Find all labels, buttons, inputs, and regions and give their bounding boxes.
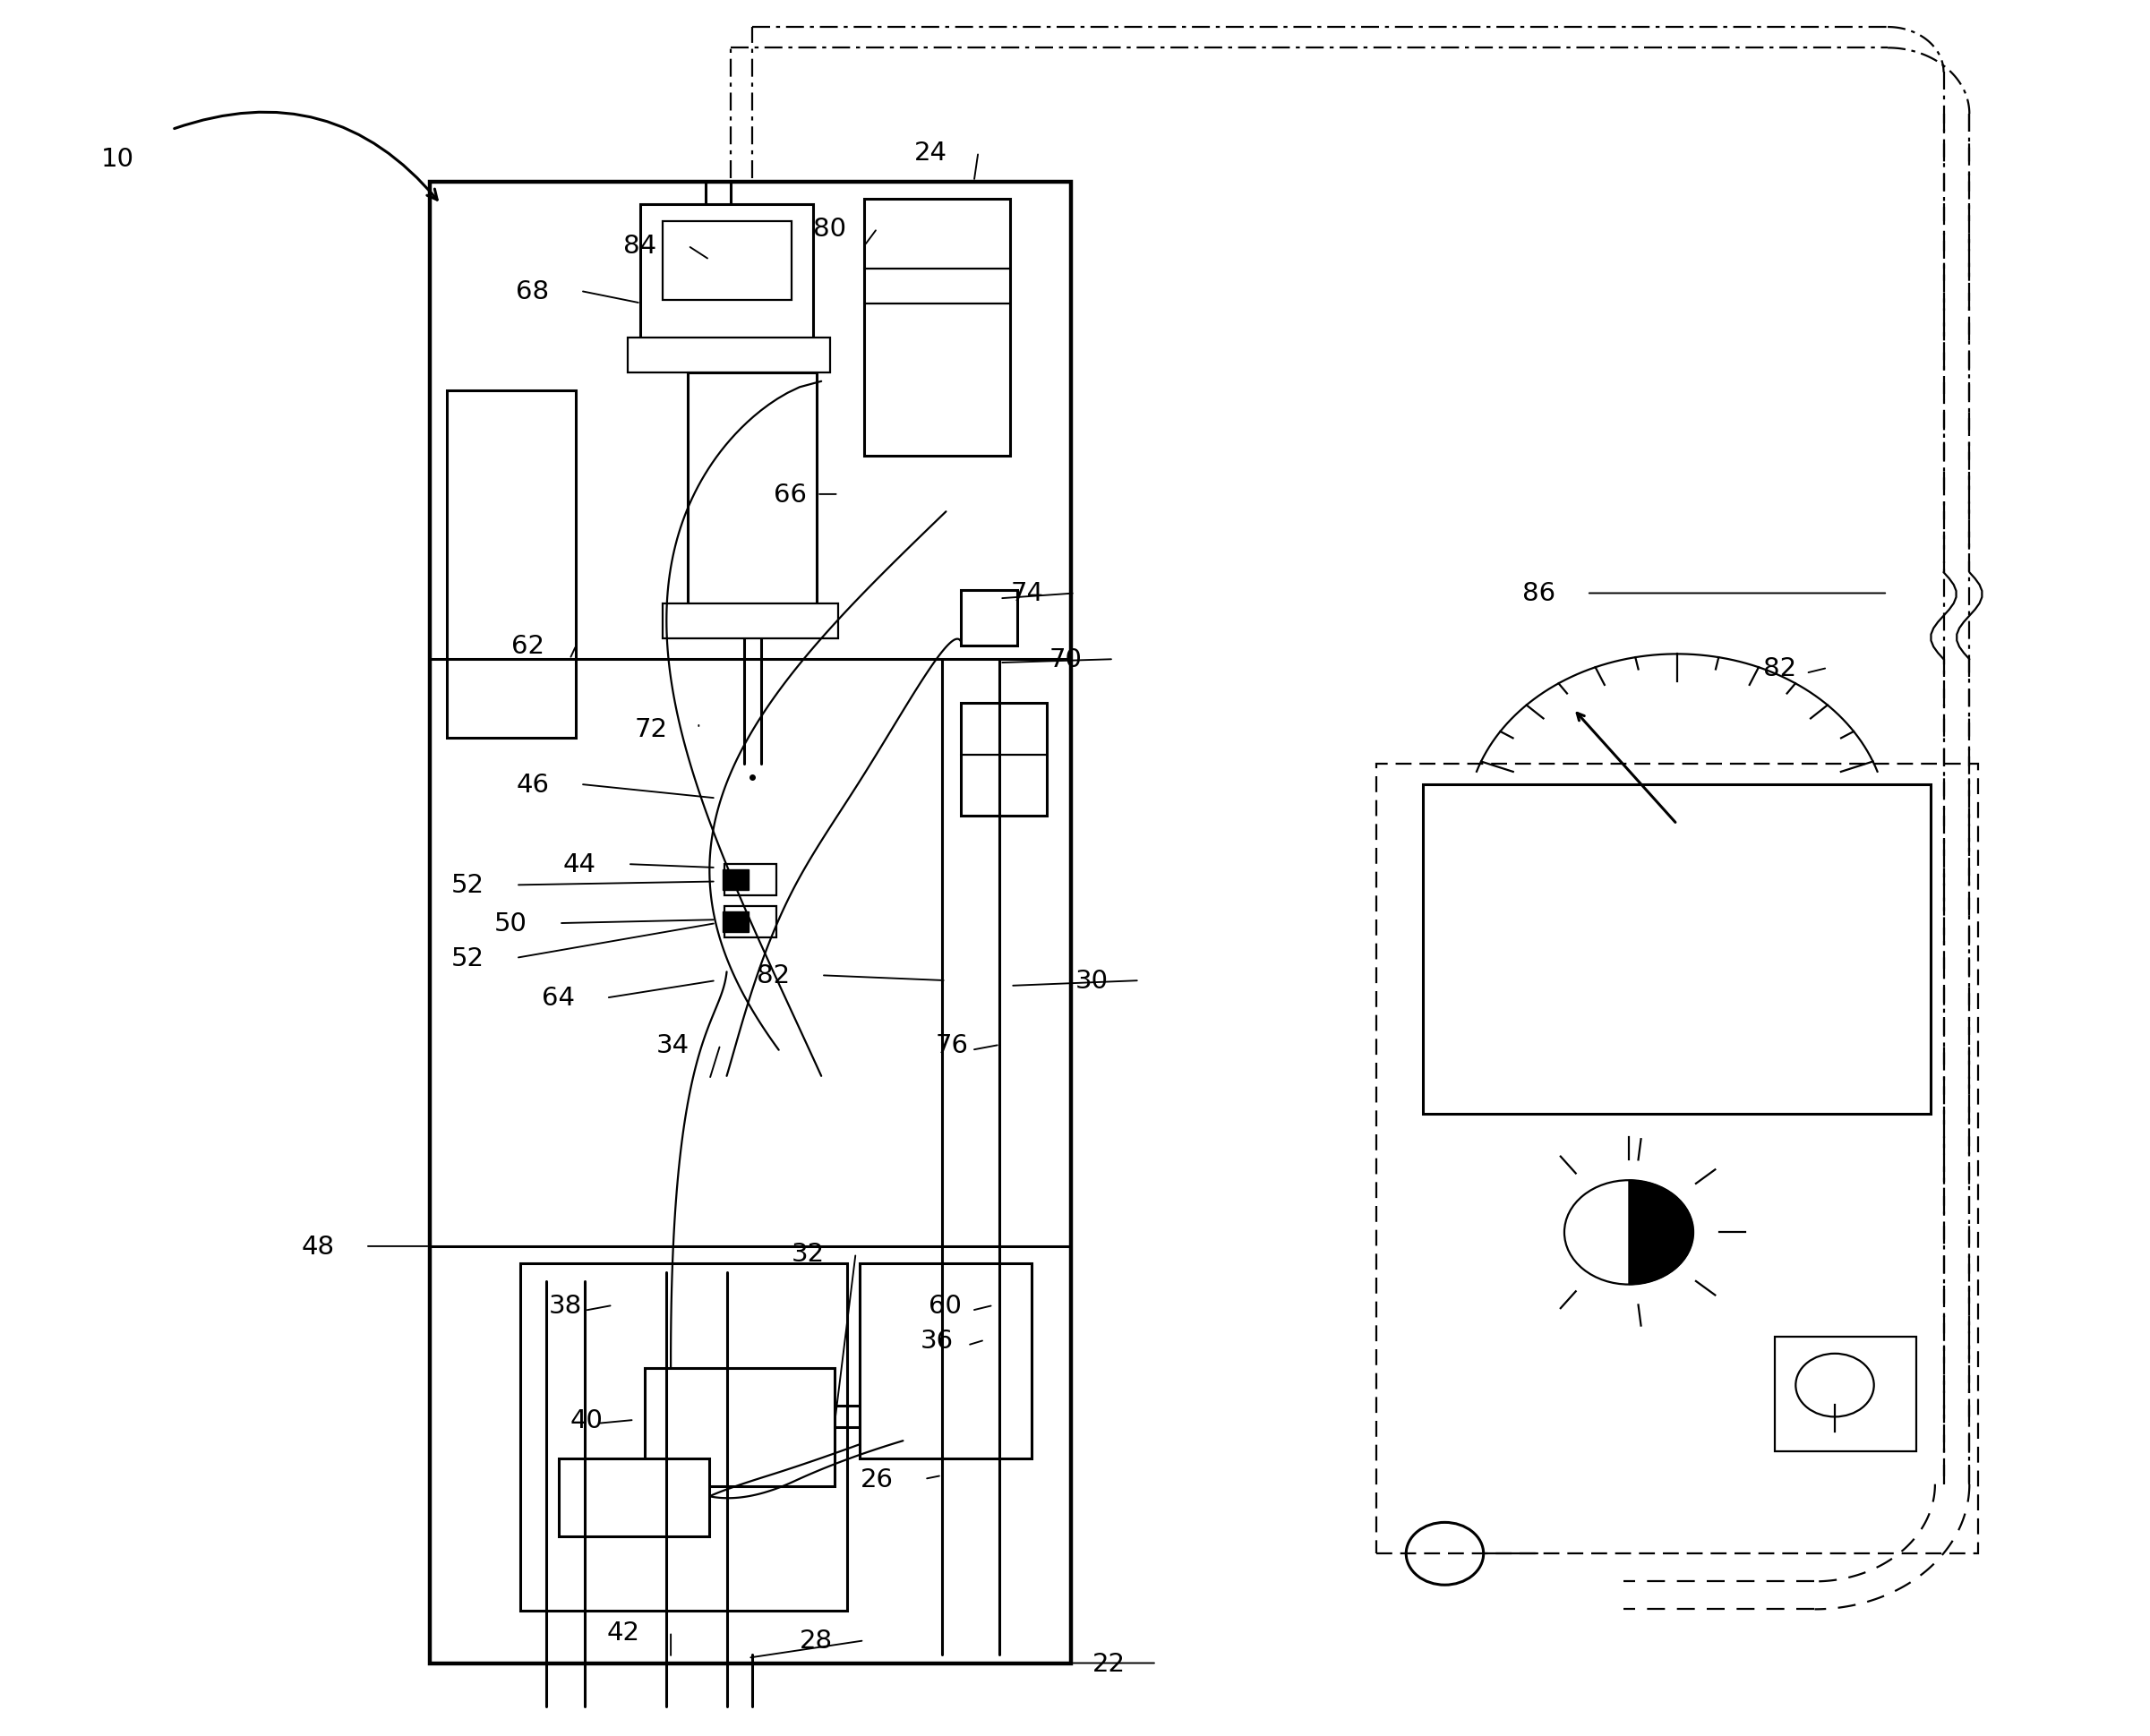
Bar [641,205,813,347]
Text: 22: 22 [1092,1651,1124,1675]
Text: 52: 52 [452,873,484,898]
Bar [860,1264,1032,1458]
Bar [725,906,776,937]
Text: 64: 64 [542,986,574,1010]
Text: 72: 72 [634,717,666,741]
Text: 82: 82 [757,963,789,988]
Text: 30: 30 [1075,969,1107,993]
Text: 26: 26 [860,1467,892,1491]
Bar [559,1458,710,1536]
Text: 52: 52 [452,946,484,970]
Text: 50: 50 [495,911,527,936]
Bar [688,373,817,616]
Text: 38: 38 [548,1293,583,1318]
Bar [520,1264,847,1611]
Polygon shape [1630,1180,1694,1285]
Bar [1774,1337,1916,1451]
Text: 62: 62 [512,634,544,658]
Text: 42: 42 [606,1620,639,1644]
Text: 60: 60 [929,1293,961,1318]
Text: 68: 68 [516,279,548,304]
Text: 70: 70 [1049,648,1081,672]
Text: 24: 24 [914,141,946,165]
Bar [447,391,576,738]
Bar [864,200,1010,457]
Bar [645,1368,834,1486]
Text: 28: 28 [800,1628,832,1653]
Bar [628,339,830,373]
Text: 10: 10 [101,148,133,172]
Polygon shape [722,870,748,891]
Bar [1423,785,1931,1115]
Text: 66: 66 [774,483,806,507]
Polygon shape [722,911,748,932]
Bar [725,865,776,896]
Text: 44: 44 [563,852,596,877]
Text: 82: 82 [1763,656,1795,681]
Text: 76: 76 [935,1033,968,1057]
Text: 40: 40 [570,1408,602,1432]
Text: 84: 84 [624,234,656,259]
Text: 46: 46 [516,773,548,797]
Text: 80: 80 [813,217,845,241]
Bar [430,182,1071,1663]
Text: 36: 36 [920,1328,952,1352]
Text: 74: 74 [1010,582,1043,606]
Bar [662,604,839,639]
Text: 48: 48 [301,1234,333,1259]
Bar [1376,764,1978,1554]
Text: 32: 32 [791,1241,823,1266]
Text: 34: 34 [656,1033,688,1057]
Bar [961,590,1017,646]
Text: 86: 86 [1522,582,1554,606]
Bar [961,703,1047,816]
Bar [662,222,791,300]
